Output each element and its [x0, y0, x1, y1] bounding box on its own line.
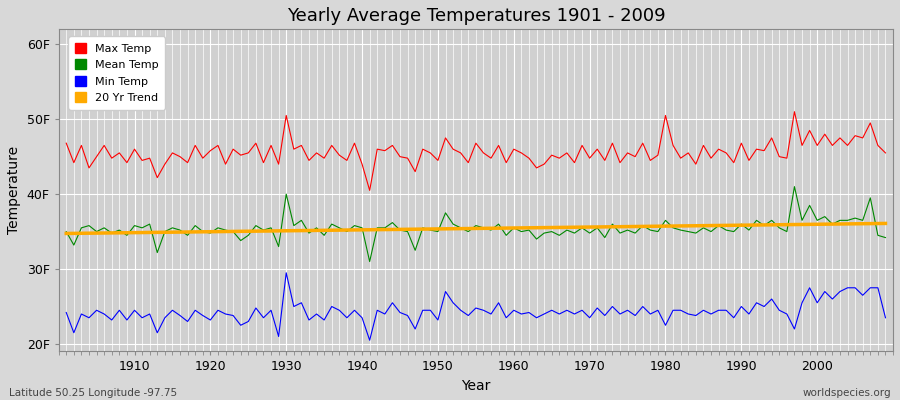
Text: Latitude 50.25 Longitude -97.75: Latitude 50.25 Longitude -97.75 — [9, 388, 177, 398]
Text: worldspecies.org: worldspecies.org — [803, 388, 891, 398]
X-axis label: Year: Year — [461, 379, 491, 393]
Y-axis label: Temperature: Temperature — [7, 146, 21, 234]
Legend: Max Temp, Mean Temp, Min Temp, 20 Yr Trend: Max Temp, Mean Temp, Min Temp, 20 Yr Tre… — [68, 36, 166, 110]
Title: Yearly Average Temperatures 1901 - 2009: Yearly Average Temperatures 1901 - 2009 — [286, 7, 665, 25]
